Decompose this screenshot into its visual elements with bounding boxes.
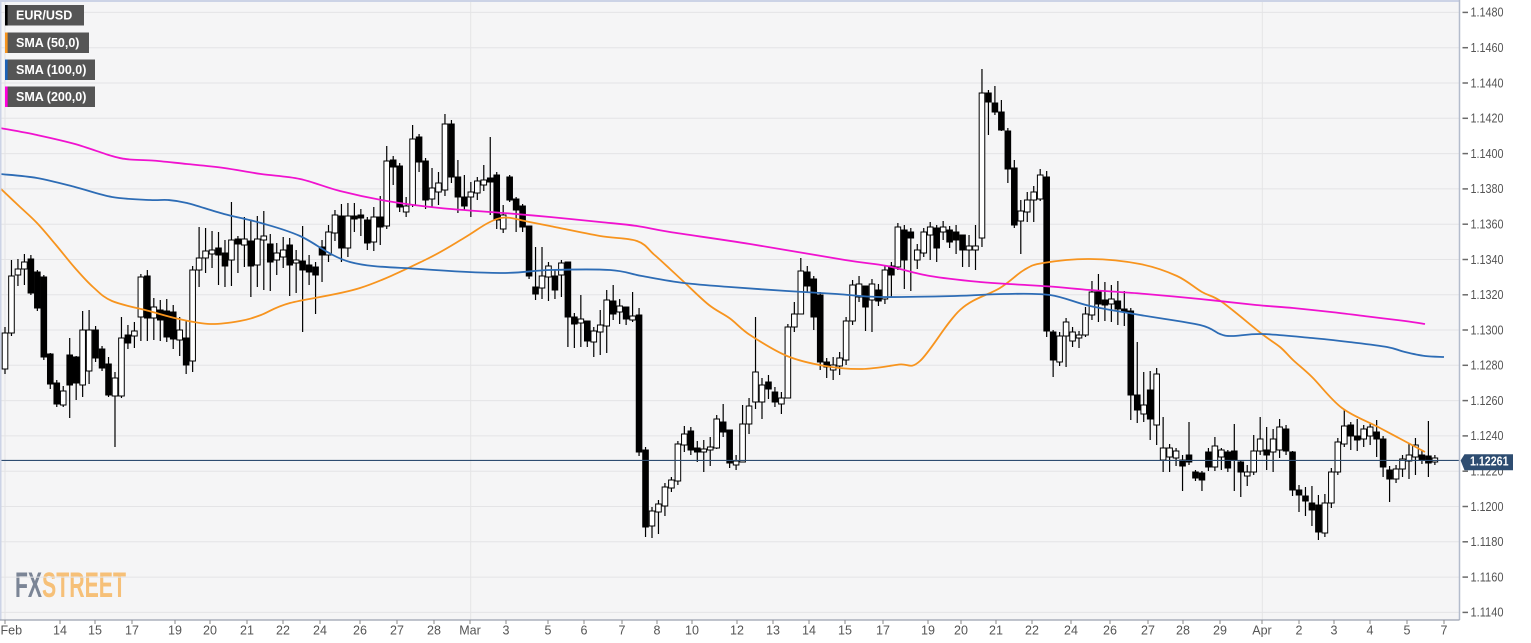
svg-text:19: 19 <box>921 624 935 638</box>
svg-text:28: 28 <box>1176 624 1190 638</box>
svg-text:24: 24 <box>313 624 327 638</box>
svg-text:7: 7 <box>1441 624 1448 638</box>
svg-text:EUR/USD: EUR/USD <box>16 9 72 23</box>
svg-text:Feb: Feb <box>1 624 23 638</box>
svg-text:5: 5 <box>1404 624 1411 638</box>
svg-text:15: 15 <box>88 624 102 638</box>
svg-text:1.1440: 1.1440 <box>1471 76 1504 90</box>
svg-text:22: 22 <box>1025 624 1039 638</box>
svg-text:20: 20 <box>203 624 217 638</box>
svg-text:1.1280: 1.1280 <box>1471 359 1504 373</box>
svg-text:10: 10 <box>685 624 699 638</box>
svg-text:21: 21 <box>240 624 254 638</box>
svg-text:1.1320: 1.1320 <box>1471 288 1504 302</box>
svg-text:1.1140: 1.1140 <box>1471 606 1504 620</box>
svg-text:1.1400: 1.1400 <box>1471 147 1504 161</box>
svg-text:1.1200: 1.1200 <box>1471 500 1504 514</box>
svg-text:19: 19 <box>168 624 182 638</box>
svg-text:3: 3 <box>1331 624 1338 638</box>
svg-text:1.12261: 1.12261 <box>1470 455 1509 469</box>
svg-text:2: 2 <box>1296 624 1303 638</box>
svg-text:1.1380: 1.1380 <box>1471 182 1504 196</box>
svg-text:17: 17 <box>125 624 139 638</box>
svg-text:1.1180: 1.1180 <box>1471 535 1504 549</box>
svg-text:1.1360: 1.1360 <box>1471 218 1504 232</box>
svg-text:1.1340: 1.1340 <box>1471 253 1504 267</box>
svg-text:SMA (50,0): SMA (50,0) <box>16 36 79 50</box>
svg-text:22: 22 <box>276 624 290 638</box>
svg-text:5: 5 <box>545 624 552 638</box>
svg-text:Mar: Mar <box>459 624 481 638</box>
svg-text:1.1480: 1.1480 <box>1471 6 1504 20</box>
svg-text:SMA (100,0): SMA (100,0) <box>16 63 86 77</box>
svg-text:4: 4 <box>1367 624 1374 638</box>
svg-text:20: 20 <box>954 624 968 638</box>
svg-text:27: 27 <box>390 624 404 638</box>
svg-text:6: 6 <box>581 624 588 638</box>
svg-text:1.1420: 1.1420 <box>1471 112 1504 126</box>
svg-text:1.1460: 1.1460 <box>1471 41 1504 55</box>
svg-text:13: 13 <box>766 624 780 638</box>
svg-text:7: 7 <box>619 624 626 638</box>
svg-text:1.1260: 1.1260 <box>1471 394 1504 408</box>
svg-text:8: 8 <box>654 624 661 638</box>
svg-text:12: 12 <box>730 624 744 638</box>
svg-text:21: 21 <box>989 624 1003 638</box>
svg-text:Apr: Apr <box>1252 624 1271 638</box>
svg-text:24: 24 <box>1064 624 1078 638</box>
svg-text:3: 3 <box>503 624 510 638</box>
svg-text:1.1160: 1.1160 <box>1471 570 1504 584</box>
svg-text:STREET: STREET <box>42 566 126 605</box>
svg-text:26: 26 <box>1103 624 1117 638</box>
svg-text:SMA (200,0): SMA (200,0) <box>16 90 86 104</box>
svg-text:26: 26 <box>353 624 367 638</box>
svg-text:28: 28 <box>427 624 441 638</box>
svg-text:14: 14 <box>802 624 816 638</box>
svg-text:FX: FX <box>15 566 42 605</box>
svg-text:1.1240: 1.1240 <box>1471 429 1504 443</box>
svg-text:1.1300: 1.1300 <box>1471 323 1504 337</box>
svg-text:15: 15 <box>838 624 852 638</box>
svg-text:14: 14 <box>53 624 67 638</box>
svg-text:27: 27 <box>1141 624 1155 638</box>
svg-text:29: 29 <box>1213 624 1227 638</box>
svg-text:17: 17 <box>876 624 890 638</box>
